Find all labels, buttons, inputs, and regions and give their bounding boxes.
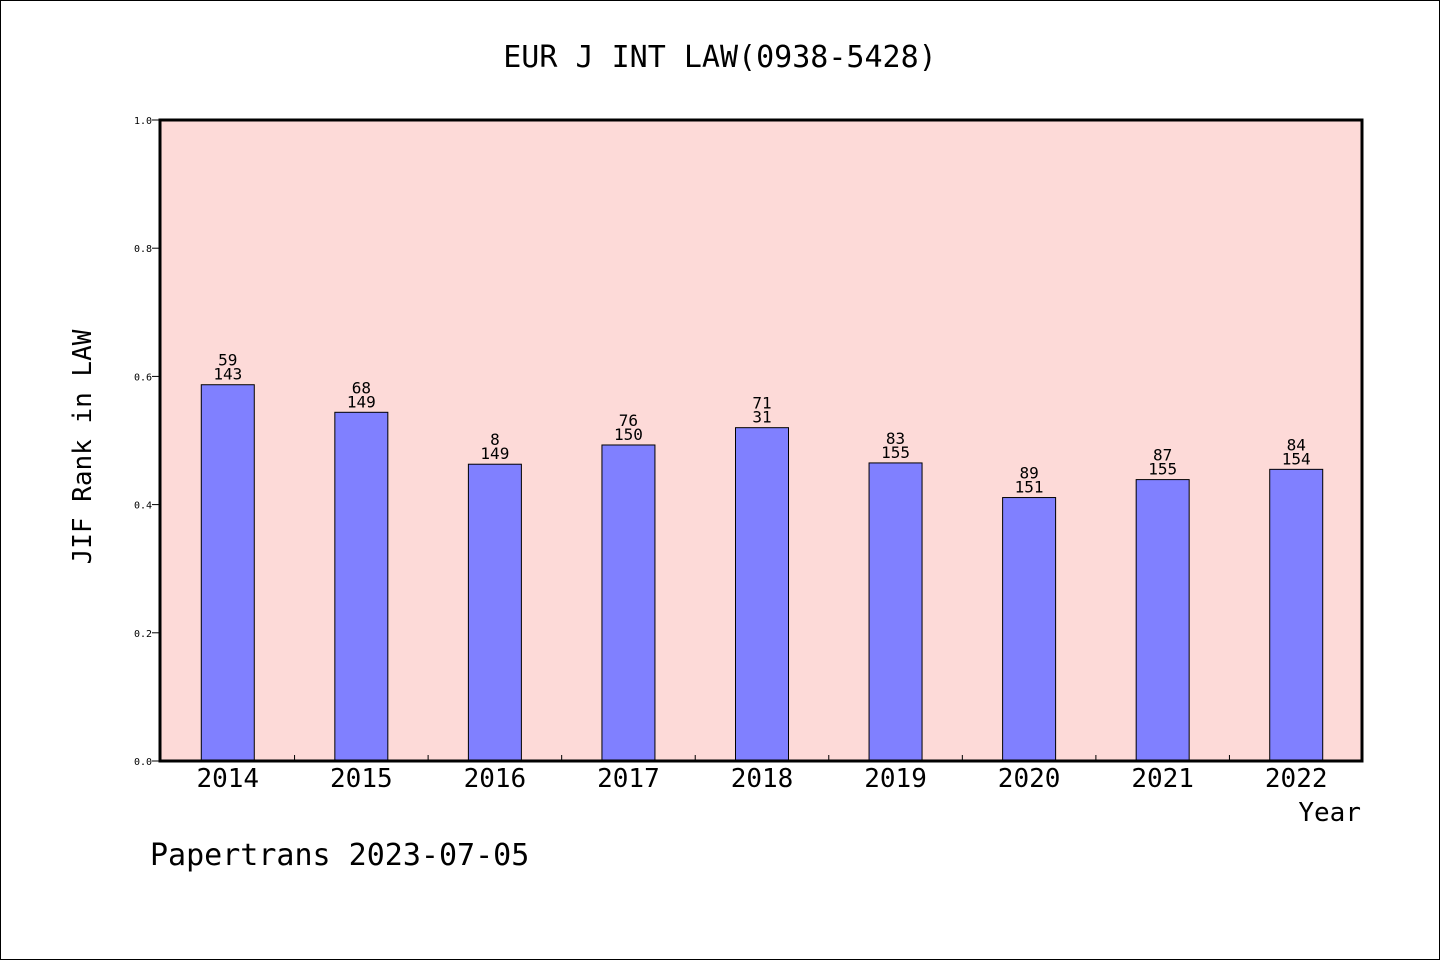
y-tick-label: 0.0 bbox=[134, 757, 152, 768]
bar-2019 bbox=[868, 462, 923, 762]
bar-2022 bbox=[1269, 468, 1324, 762]
data-label-bottom: 149 bbox=[347, 392, 376, 411]
x-axis: 2014 2015 2016 2017 2018 2019 2020 2021 2022 bbox=[196, 755, 1328, 794]
data-label-top: 71 bbox=[752, 394, 771, 413]
data-label-top: 68 bbox=[352, 378, 371, 397]
x-tick-label: 2022 bbox=[1265, 764, 1328, 794]
data-label-bottom: 155 bbox=[1148, 460, 1177, 479]
bars bbox=[200, 384, 1324, 762]
y-tick-label: 0.2 bbox=[134, 629, 152, 640]
y-axis-label: JIF Rank in LAW bbox=[68, 329, 98, 564]
footer-credit: Papertrans 2023-07-05 bbox=[150, 838, 529, 873]
bar-2014 bbox=[200, 384, 255, 762]
x-tick-label: 2019 bbox=[864, 764, 927, 794]
data-label-bottom: 149 bbox=[480, 444, 509, 463]
x-axis-label: Year bbox=[1298, 798, 1361, 828]
x-tick-label: 2014 bbox=[196, 764, 259, 794]
data-label-top: 89 bbox=[1019, 464, 1038, 483]
x-tick-label: 2017 bbox=[597, 764, 660, 794]
x-tick-label: 2018 bbox=[731, 764, 794, 794]
data-label-bottom: 31 bbox=[752, 408, 771, 427]
chart-title: EUR J INT LAW(0938-5428) bbox=[503, 40, 936, 75]
y-axis: 0.0 0.2 0.4 0.6 0.8 1.0 bbox=[134, 116, 160, 768]
data-label-top: 8 bbox=[490, 430, 500, 449]
data-label-bottom: 155 bbox=[881, 443, 910, 462]
data-label-bottom: 150 bbox=[614, 425, 643, 444]
data-label-bottom: 143 bbox=[213, 365, 242, 384]
data-label-top: 84 bbox=[1287, 435, 1306, 454]
x-tick-label: 2016 bbox=[464, 764, 527, 794]
data-label-top: 87 bbox=[1153, 446, 1172, 465]
plot-border bbox=[158, 118, 1364, 763]
y-tick-label: 0.4 bbox=[134, 501, 152, 512]
data-label-top: 76 bbox=[619, 411, 638, 430]
data-label-top: 83 bbox=[886, 429, 905, 448]
y-tick-label: 0.6 bbox=[134, 372, 152, 383]
bar-2015 bbox=[334, 411, 389, 762]
data-labels: 5914368149814976150713183155891518715584… bbox=[213, 351, 1310, 497]
bar-2016 bbox=[467, 463, 522, 762]
data-label-top: 59 bbox=[218, 351, 237, 370]
y-tick-label: 0.8 bbox=[134, 244, 152, 255]
data-label-bottom: 154 bbox=[1282, 449, 1311, 468]
bar-2020 bbox=[1002, 497, 1057, 762]
x-tick-label: 2020 bbox=[998, 764, 1061, 794]
bar-2018 bbox=[735, 427, 789, 762]
x-tick-label: 2015 bbox=[330, 764, 393, 794]
data-label-bottom: 151 bbox=[1015, 478, 1044, 497]
bar-2021 bbox=[1135, 479, 1190, 762]
x-tick-label: 2021 bbox=[1131, 764, 1194, 794]
y-tick-label: 1.0 bbox=[134, 116, 152, 127]
bar-2017 bbox=[601, 444, 656, 762]
